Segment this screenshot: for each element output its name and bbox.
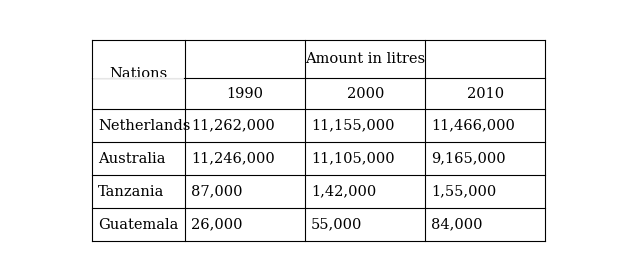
Text: 11,246,000: 11,246,000 [191,152,275,166]
Text: 87,000: 87,000 [191,185,243,198]
Text: Australia: Australia [98,152,165,166]
Text: 26,000: 26,000 [191,217,243,232]
Text: 1990: 1990 [226,87,264,101]
Text: 11,466,000: 11,466,000 [431,119,515,133]
Text: Guatemala: Guatemala [98,217,179,232]
Text: Tanzania: Tanzania [98,185,164,198]
Text: Netherlands: Netherlands [98,119,190,133]
Text: 2010: 2010 [466,87,504,101]
Text: Nations: Nations [109,68,168,81]
Text: Amount in litres: Amount in litres [305,52,425,66]
Text: 1,55,000: 1,55,000 [431,185,496,198]
Text: 1,42,000: 1,42,000 [311,185,376,198]
Text: 11,262,000: 11,262,000 [191,119,275,133]
Text: 11,155,000: 11,155,000 [311,119,394,133]
Text: 11,105,000: 11,105,000 [311,152,394,166]
Text: 9,165,000: 9,165,000 [431,152,506,166]
Text: 84,000: 84,000 [431,217,483,232]
Text: 2000: 2000 [346,87,384,101]
Text: 55,000: 55,000 [311,217,363,232]
